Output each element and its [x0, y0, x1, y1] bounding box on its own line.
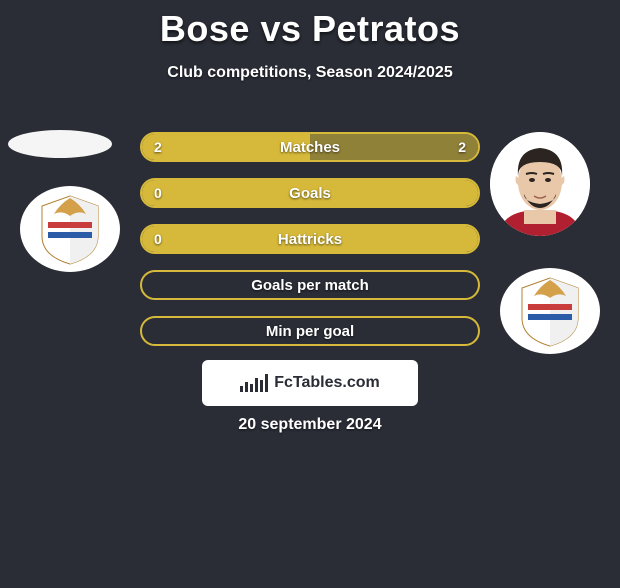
- stat-right-value: 2: [458, 139, 466, 155]
- brand-box[interactable]: FcTables.com: [202, 360, 418, 406]
- subtitle: Club competitions, Season 2024/2025: [0, 64, 620, 82]
- crest-icon: [500, 268, 600, 354]
- stat-label: Goals: [142, 185, 478, 202]
- stats-container: 2Matches2 0Goals 0Hattricks Goals per match…: [140, 132, 480, 362]
- club-left-crest: [20, 186, 120, 272]
- stat-row: 0Goals: [140, 178, 480, 208]
- club-right-crest: [500, 268, 600, 354]
- page-title: Bose vs Petratos: [0, 8, 620, 50]
- player-right-avatar: [490, 132, 590, 236]
- stat-row: Min per goal: [140, 316, 480, 346]
- face-icon: [490, 132, 590, 236]
- stat-label: Min per goal: [142, 323, 478, 340]
- stat-label: Matches: [142, 139, 478, 156]
- stat-row: Goals per match: [140, 270, 480, 300]
- brand-text: FcTables.com: [274, 374, 380, 392]
- crest-icon: [20, 186, 120, 272]
- bars-icon: [240, 374, 268, 392]
- stat-row: 2Matches2: [140, 132, 480, 162]
- date-text: 20 september 2024: [0, 416, 620, 434]
- stat-label: Hattricks: [142, 231, 478, 248]
- stat-label: Goals per match: [142, 277, 478, 294]
- player-left-avatar: [8, 130, 112, 158]
- stat-row: 0Hattricks: [140, 224, 480, 254]
